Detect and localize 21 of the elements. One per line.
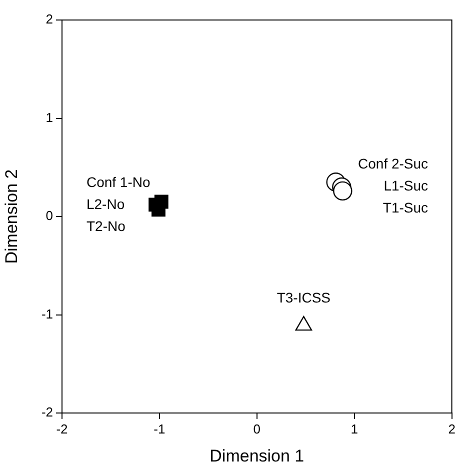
x-tick-label: -1 <box>154 421 166 436</box>
annotation: T1-Suc <box>382 200 428 216</box>
annotation: L1-Suc <box>384 178 428 194</box>
annotation: T2-No <box>86 218 126 234</box>
y-tick-label: 2 <box>46 12 53 27</box>
y-tick-label: 0 <box>46 208 53 224</box>
point <box>333 181 352 201</box>
annotation: T3-ICSS <box>276 289 331 306</box>
point <box>295 316 312 331</box>
x-tick-label: -2 <box>56 421 68 436</box>
x-tick-label: 1 <box>350 421 358 436</box>
y-tick-label: -1 <box>41 306 53 322</box>
annotation: Conf 2-Suc <box>358 156 428 172</box>
y-tick-label: 1 <box>46 110 53 125</box>
annotation: Conf 1-No <box>86 174 150 190</box>
y-tick-label: -2 <box>41 404 53 420</box>
x-axis-title: Dimension 1 <box>210 446 304 466</box>
x-tick-label: 2 <box>448 421 456 436</box>
y-axis-title: Dimension 2 <box>2 169 21 264</box>
x-tick-label: 0 <box>253 421 261 436</box>
annotation: L2-No <box>86 196 125 212</box>
